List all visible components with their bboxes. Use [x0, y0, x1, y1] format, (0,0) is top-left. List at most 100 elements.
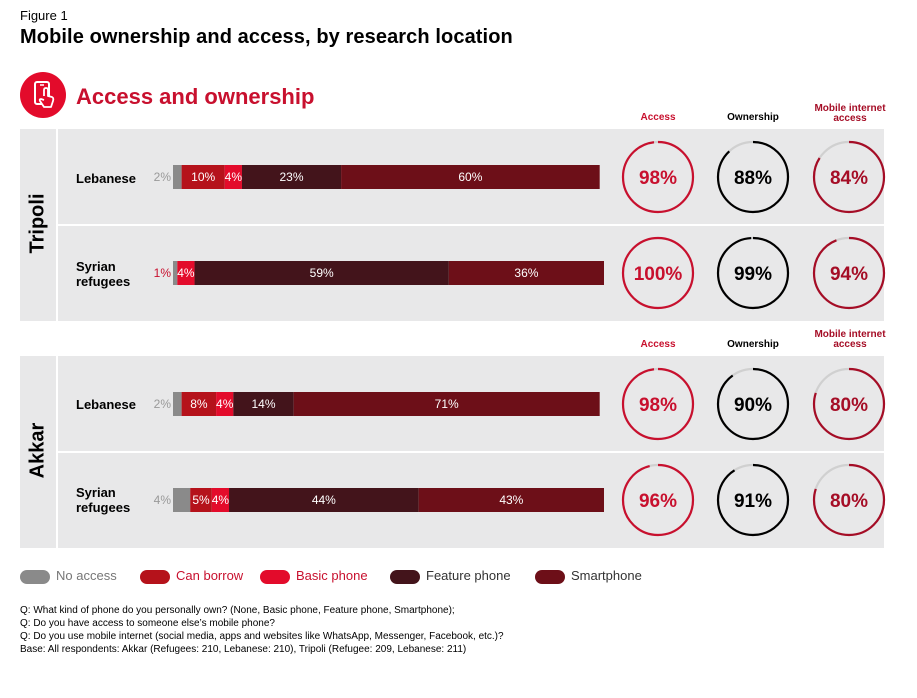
- ring-value-label: 88%: [734, 168, 772, 189]
- ring-value-label: 91%: [734, 491, 772, 512]
- group-label-line1: Lebanese: [76, 171, 136, 186]
- ring-arc: [812, 367, 886, 441]
- bar-value-label: 10%: [191, 170, 215, 184]
- column-header-mobile-internet-line2: access: [833, 113, 867, 124]
- ring-value-label: 80%: [830, 491, 868, 512]
- ring-arc: [716, 236, 790, 310]
- bar-segment: [177, 261, 195, 285]
- group-label-line1: Syrian: [76, 485, 116, 500]
- column-header-access: Access: [640, 112, 676, 123]
- bar-value-label: 4%: [225, 170, 243, 184]
- footnote: Q: Do you have access to someone else’s …: [20, 618, 275, 629]
- group-label-line2: refugees: [76, 500, 131, 515]
- ring-value-label: 100%: [634, 264, 683, 285]
- bar-segment: [194, 261, 449, 285]
- legend-item: Smartphone: [535, 568, 642, 584]
- column-header-mobile-internet-line1: Mobile internet: [814, 329, 886, 340]
- group-label: Syrian refugees: [76, 259, 130, 289]
- ring-arc: [621, 236, 695, 310]
- footnote: Q: What kind of phone do you personally …: [20, 605, 455, 616]
- footnote: Base: All respondents: Akkar (Refugees: …: [20, 644, 467, 655]
- bar-segment: [211, 488, 230, 512]
- legend-item: Can borrow: [140, 568, 243, 584]
- bar-segment: [216, 392, 234, 416]
- ring-value-label: 90%: [734, 395, 772, 416]
- ring-arc: [621, 367, 695, 441]
- legend-label: Basic phone: [296, 568, 368, 583]
- group-label-line1: Lebanese: [76, 397, 136, 412]
- ring-value-label: 94%: [830, 264, 868, 285]
- group-label: Lebanese: [76, 171, 136, 186]
- column-header-access: Access: [640, 339, 676, 350]
- ring-arc: [621, 463, 695, 537]
- ring-arc: [621, 140, 695, 214]
- bar-value-label: 4%: [177, 266, 195, 280]
- legend-swatch: [20, 569, 50, 584]
- legend-swatch: [535, 569, 565, 584]
- ring-value-label: 80%: [830, 395, 868, 416]
- bar-segment: [173, 165, 182, 189]
- legend-item: Basic phone: [260, 568, 368, 584]
- legend-swatch: [390, 569, 420, 584]
- bar-segment: [293, 392, 600, 416]
- ring-arc: [716, 463, 790, 537]
- ring-arc: [812, 236, 886, 310]
- legend-swatch: [140, 569, 170, 584]
- bar-value-label: 4%: [216, 397, 234, 411]
- bar-segment: [224, 165, 242, 189]
- bar-value-label: 2%: [154, 170, 172, 184]
- footnotes: Q: What kind of phone do you personally …: [20, 604, 504, 656]
- ring-value-label: 98%: [639, 168, 677, 189]
- ring-arc: [812, 463, 886, 537]
- column-header-mobile-internet: Mobile internet access: [804, 330, 896, 350]
- bar-value-label: 43%: [499, 493, 523, 507]
- bar-value-label: 4%: [212, 493, 230, 507]
- figure-title: Mobile ownership and access, by research…: [20, 26, 513, 48]
- column-header-ownership: Ownership: [727, 339, 779, 350]
- bar-segment: [181, 392, 217, 416]
- ring-value-label: 99%: [734, 264, 772, 285]
- bar-segment: [190, 488, 212, 512]
- bar-segment: [341, 165, 600, 189]
- group-label: Lebanese: [76, 397, 136, 412]
- bar-value-label: 59%: [310, 266, 334, 280]
- bar-value-label: 23%: [280, 170, 304, 184]
- legend-item: No access: [20, 568, 117, 584]
- bar-value-label: 44%: [312, 493, 336, 507]
- section-title: Access and ownership: [76, 84, 315, 109]
- bar-value-label: 5%: [192, 493, 210, 507]
- bar-value-label: 2%: [154, 397, 172, 411]
- ring-value-label: 98%: [639, 395, 677, 416]
- akkar-label-panel: Akkar: [20, 356, 56, 548]
- ring-arc: [716, 140, 790, 214]
- legend-label: Feature phone: [426, 568, 511, 583]
- legend-label: Smartphone: [571, 568, 642, 583]
- legend-swatch: [260, 569, 290, 584]
- tripoli-label-panel: Tripoli: [20, 129, 56, 321]
- bar-segment: [181, 165, 225, 189]
- bar-value-label: 14%: [251, 397, 275, 411]
- bar-value-label: 8%: [190, 397, 208, 411]
- group-label: Syrian refugees: [76, 485, 130, 515]
- legend-label: Can borrow: [176, 568, 244, 583]
- ring-value-label: 96%: [639, 491, 677, 512]
- column-header-mobile-internet-line2: access: [833, 339, 867, 350]
- column-header-mobile-internet-line1: Mobile internet: [814, 103, 886, 114]
- legend-label: No access: [56, 568, 117, 583]
- group-label-line2: refugees: [76, 274, 131, 289]
- bar-segment: [418, 488, 604, 512]
- bar-value-label: 4%: [154, 493, 172, 507]
- bar-segment: [448, 261, 604, 285]
- bar-value-label: 36%: [514, 266, 538, 280]
- bar-value-label: 71%: [435, 397, 459, 411]
- bar-value-label: 60%: [458, 170, 482, 184]
- legend-item: Feature phone: [390, 568, 511, 584]
- footnote: Q: Do you use mobile internet (social me…: [20, 631, 504, 642]
- bar-segment: [233, 392, 294, 416]
- ring-arc: [812, 140, 886, 214]
- group-label-line1: Syrian: [76, 259, 116, 274]
- ring-arc: [716, 367, 790, 441]
- phone-touch-icon: [20, 72, 66, 118]
- column-header-mobile-internet: Mobile internet access: [804, 104, 896, 124]
